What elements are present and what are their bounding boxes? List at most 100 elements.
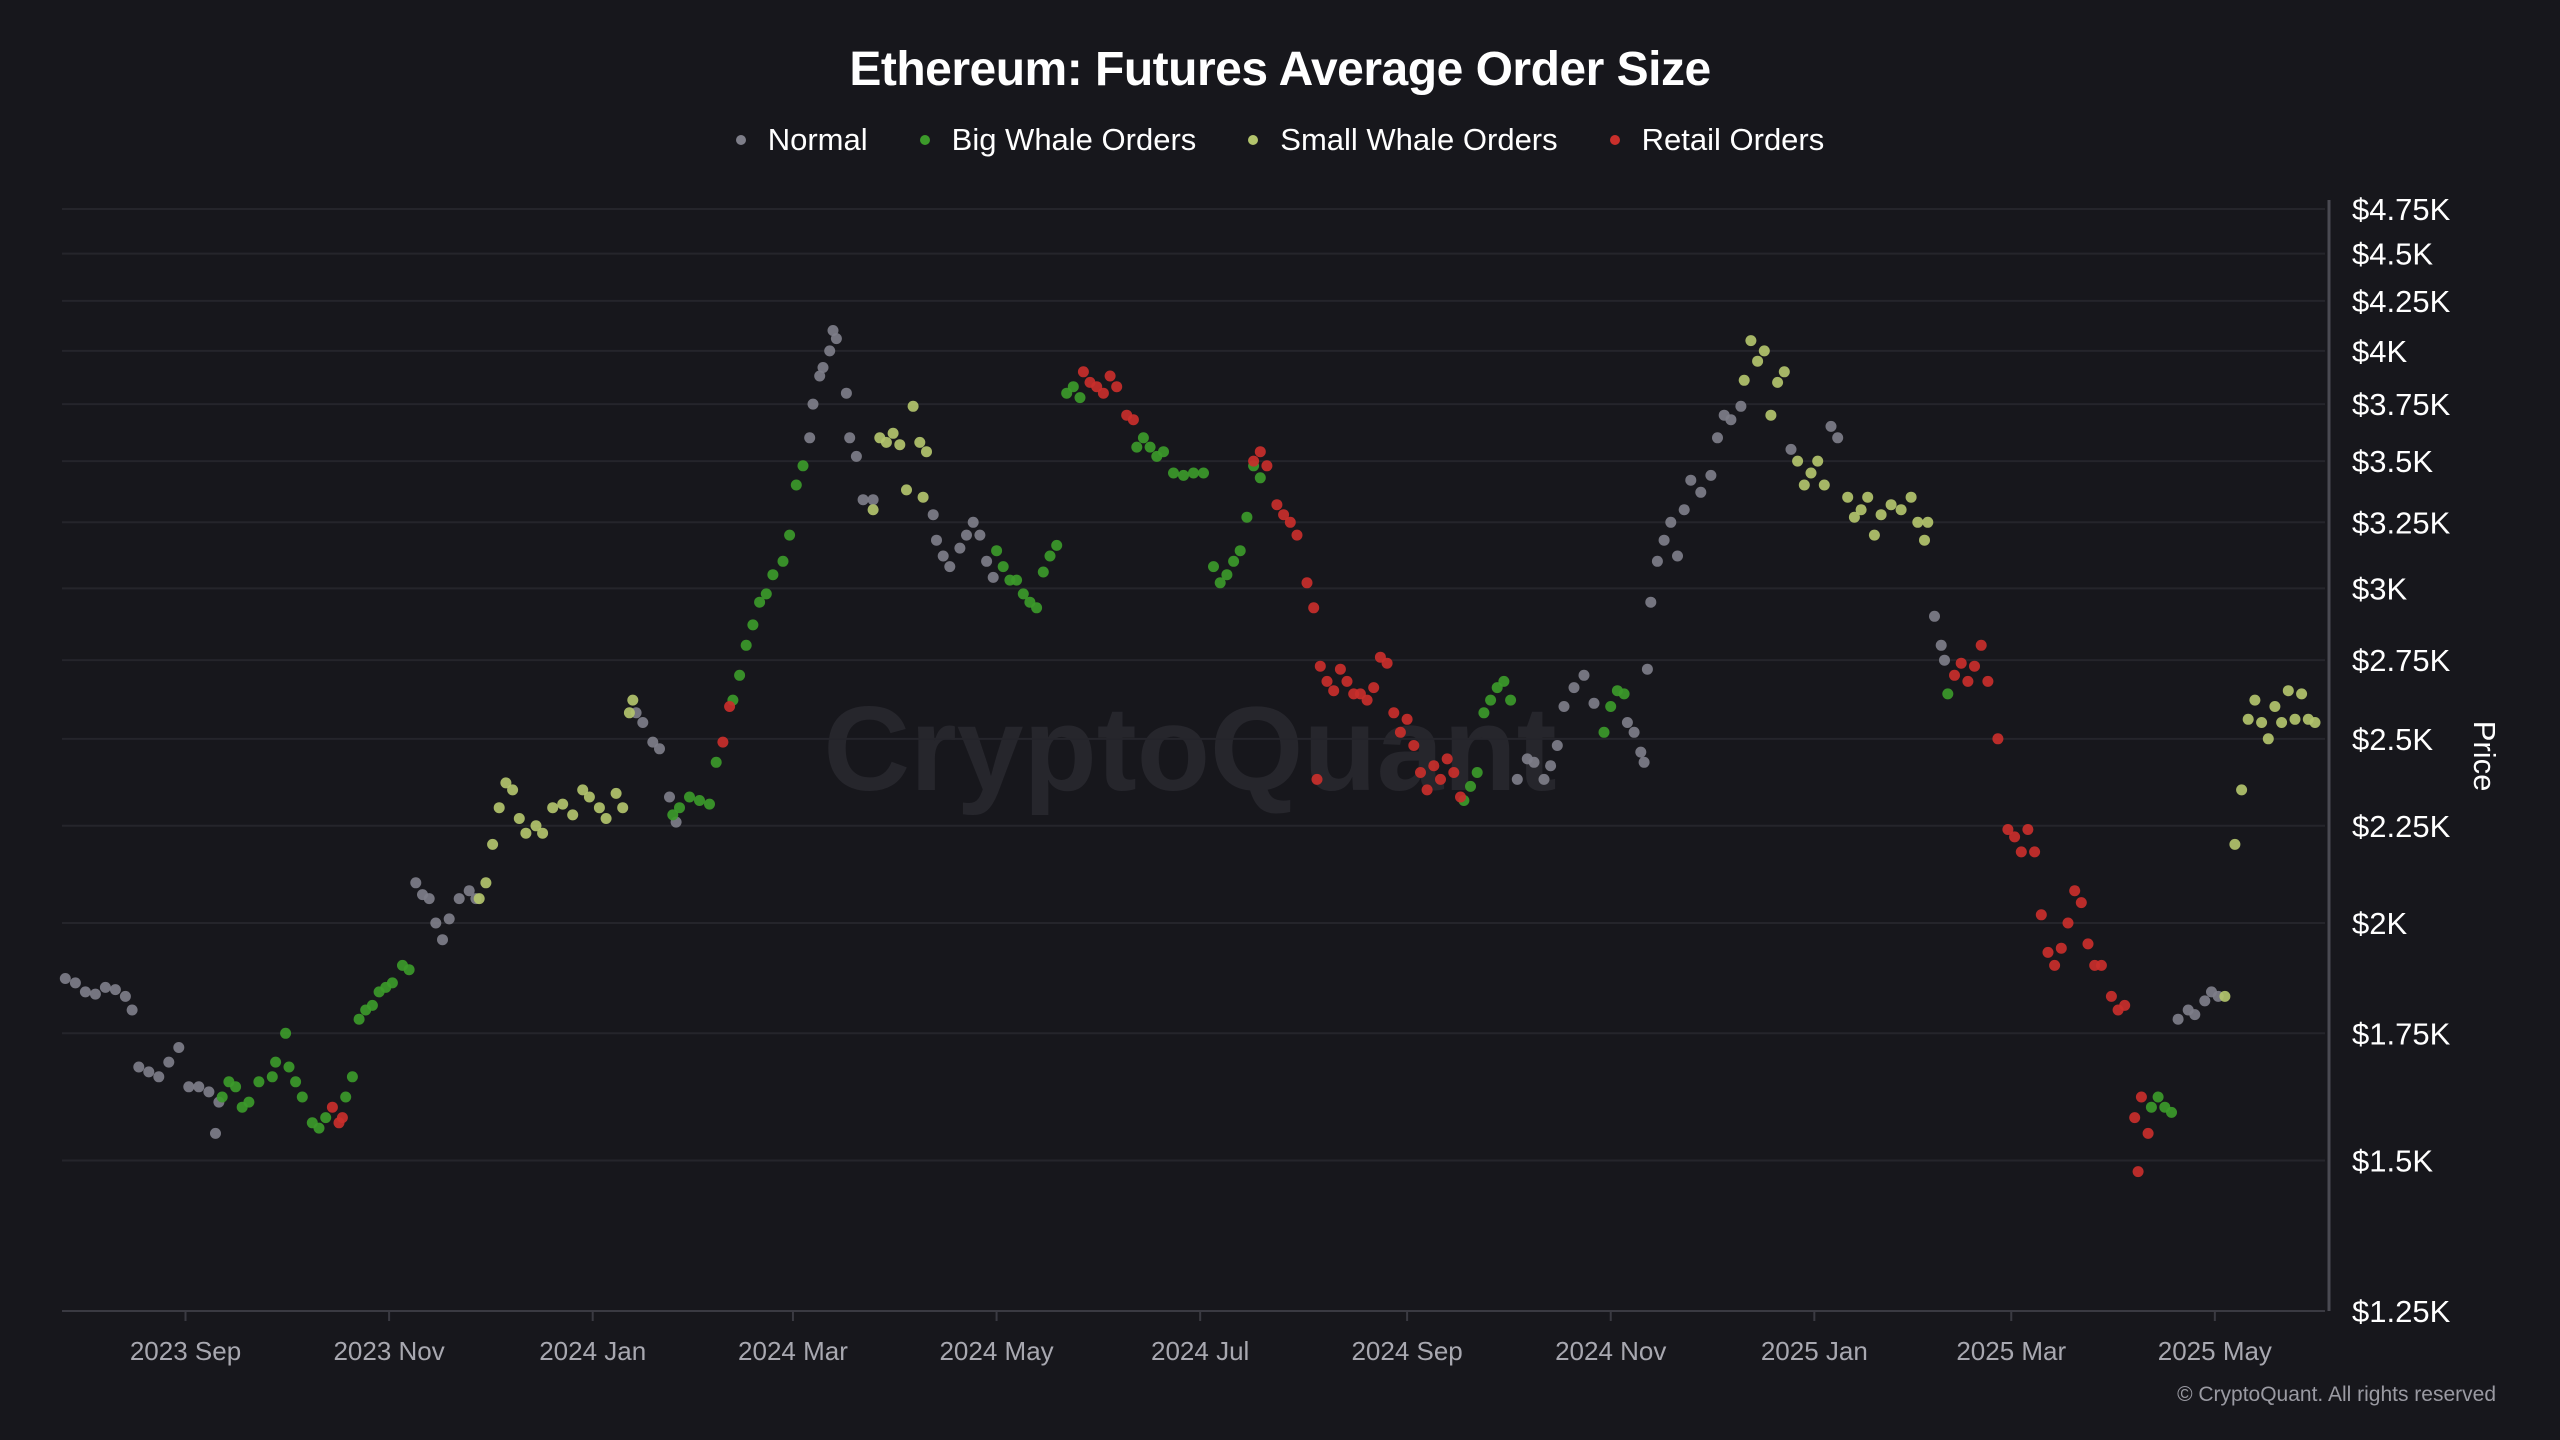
data-point <box>1588 697 1600 709</box>
data-point <box>767 569 779 581</box>
data-point <box>1618 688 1630 700</box>
data-point <box>507 784 519 796</box>
data-point <box>296 1091 308 1103</box>
data-point <box>567 809 579 821</box>
data-point <box>1031 602 1043 614</box>
legend-dot-icon <box>735 135 746 145</box>
data-point <box>1875 509 1887 521</box>
data-point <box>1695 486 1707 498</box>
data-point <box>804 432 816 444</box>
data-point <box>1942 688 1954 700</box>
data-point <box>1758 345 1770 357</box>
data-point <box>1752 355 1764 367</box>
legend-label: Big Whale Orders <box>951 122 1197 157</box>
copyright-notice: © CryptoQuant. All rights reserved <box>2177 1383 2496 1406</box>
data-point <box>203 1086 215 1098</box>
data-point <box>2095 959 2107 971</box>
x-tick-label: 2024 Mar <box>738 1336 848 1366</box>
data-point <box>353 1013 365 1025</box>
data-point <box>2172 1013 2184 1025</box>
data-point <box>1144 441 1156 453</box>
data-point <box>2256 717 2268 728</box>
legend: Normal Big Whale Orders Small Whale Orde… <box>0 122 2560 158</box>
data-point <box>1745 335 1757 347</box>
data-point <box>2142 1127 2154 1139</box>
legend-label: Normal <box>767 122 868 157</box>
legend-label: Retail Orders <box>1641 122 1825 157</box>
data-point <box>1314 660 1326 672</box>
data-point <box>1214 577 1226 589</box>
data-point <box>346 1071 358 1083</box>
y-tick-label: $2K <box>2352 906 2407 941</box>
data-point <box>69 977 81 989</box>
x-tick-label: 2024 Nov <box>1555 1336 1666 1366</box>
data-point <box>1401 713 1413 725</box>
x-tick-label: 2023 Sep <box>130 1336 241 1366</box>
data-point <box>1628 726 1640 738</box>
data-point <box>667 809 679 821</box>
data-point <box>1188 467 1199 479</box>
data-point <box>717 736 729 748</box>
x-tick-label: 2024 May <box>939 1336 1053 1366</box>
data-point <box>840 387 852 399</box>
data-point <box>991 545 1003 557</box>
watermark: CryptoQuant <box>823 682 1556 816</box>
data-point <box>1538 773 1550 785</box>
data-point <box>99 981 111 993</box>
data-point <box>423 893 435 905</box>
data-point <box>410 877 422 889</box>
data-point <box>520 827 532 839</box>
legend-item-normal[interactable]: Normal <box>735 122 868 158</box>
data-point <box>270 1056 282 1068</box>
data-point <box>1772 376 1784 388</box>
data-point <box>1077 366 1089 378</box>
data-point <box>937 550 949 562</box>
data-point <box>814 370 826 382</box>
data-point <box>1992 733 2004 745</box>
data-point <box>974 529 986 541</box>
series-normal <box>59 325 2224 1139</box>
data-point <box>1308 602 1320 614</box>
data-point <box>1097 387 1109 399</box>
data-point <box>1111 381 1123 393</box>
y-tick-label: $3.5K <box>2352 444 2433 479</box>
data-point <box>1408 740 1420 751</box>
legend-dot-icon <box>1248 135 1259 145</box>
data-point <box>637 717 649 728</box>
data-point <box>987 571 999 583</box>
legend-label: Small Whale Orders <box>1280 122 1558 157</box>
data-point <box>1334 663 1346 675</box>
data-point <box>1842 491 1854 503</box>
data-point <box>1735 400 1747 412</box>
data-points <box>59 325 2321 1178</box>
chart-title: Ethereum: Futures Average Order Size <box>849 43 1711 96</box>
data-point <box>887 427 899 439</box>
data-point <box>463 885 475 897</box>
grid-lines <box>62 208 2325 1162</box>
data-point <box>734 669 746 681</box>
data-point <box>1641 663 1653 675</box>
data-point <box>1067 381 1079 393</box>
data-point <box>1678 504 1690 516</box>
data-point <box>610 787 622 799</box>
legend-item-small-whale[interactable]: Small Whale Orders <box>1248 122 1558 158</box>
data-point <box>1465 780 1476 792</box>
data-point <box>760 588 772 600</box>
data-point <box>1291 529 1303 541</box>
data-point <box>336 1112 348 1124</box>
data-point <box>747 619 759 631</box>
data-point <box>1855 504 1867 516</box>
data-point <box>623 707 635 719</box>
data-point <box>513 813 525 824</box>
y-axis-label: Price <box>2467 721 2502 792</box>
series-retail-orders <box>326 366 2154 1178</box>
data-point <box>2105 990 2117 1002</box>
legend-item-retail[interactable]: Retail Orders <box>1609 122 1825 158</box>
data-point <box>126 1004 138 1016</box>
legend-item-big-whale[interactable]: Big Whale Orders <box>919 122 1197 158</box>
data-point <box>1221 569 1233 581</box>
data-point <box>1168 467 1179 479</box>
data-point <box>1321 675 1333 687</box>
data-point <box>2199 995 2211 1007</box>
data-point <box>2276 717 2288 728</box>
